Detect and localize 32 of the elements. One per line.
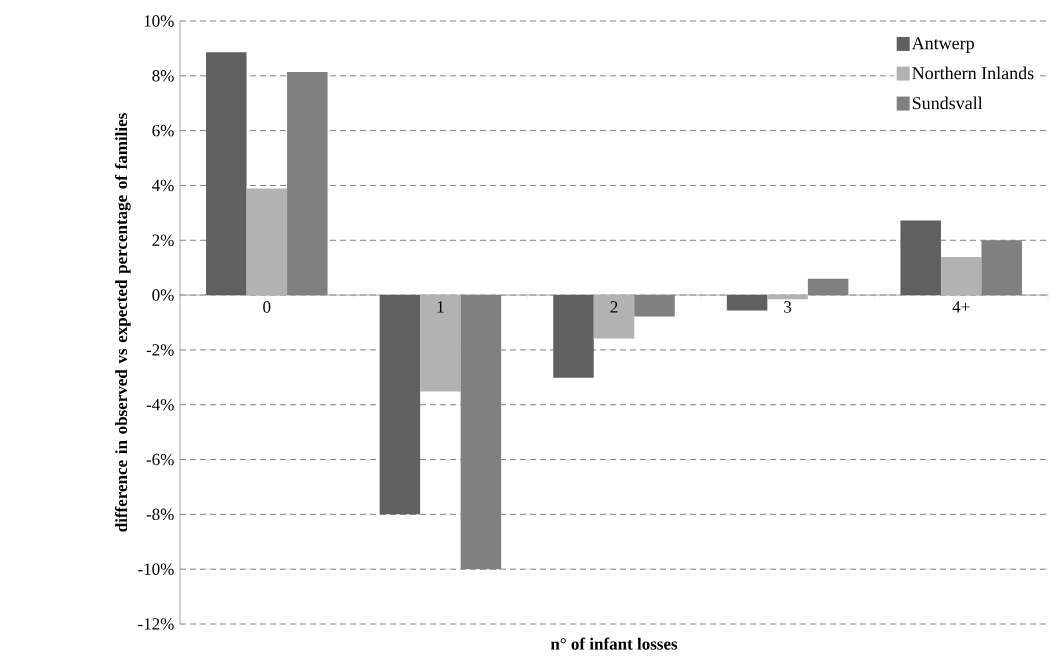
bar <box>460 295 502 570</box>
bar <box>807 278 849 296</box>
x-tick-label: 2 <box>610 301 618 313</box>
y-tick-label: 4% <box>152 179 174 192</box>
y-tick-label: -6% <box>146 453 174 466</box>
bar <box>553 295 594 378</box>
bar <box>726 295 768 311</box>
y-tick-label: 10% <box>144 15 174 27</box>
legend-label: Antwerp <box>911 37 974 53</box>
x-axis-title: n° of infant losses <box>550 637 678 650</box>
y-tick-label: 2% <box>152 234 174 247</box>
y-axis-title: difference in observed vs expected percentage of families <box>114 113 131 532</box>
bar <box>287 71 328 296</box>
y-tick-label: -4% <box>146 398 174 411</box>
legend-label: Sundsvall <box>912 96 983 110</box>
y-tick-label: 8% <box>152 70 174 82</box>
bar <box>634 295 675 317</box>
x-tick-label: 3 <box>784 301 792 313</box>
y-tick-label: -8% <box>146 508 174 521</box>
bar <box>206 52 247 296</box>
x-tick-label: 0 <box>263 301 271 313</box>
x-tick-label: 1 <box>437 301 444 313</box>
y-tick-label: -12% <box>138 618 174 630</box>
legend-label: Northern Inlands <box>912 66 1034 80</box>
bar <box>379 295 421 515</box>
x-tick-label: 4+ <box>952 301 970 313</box>
bar <box>981 240 1022 296</box>
y-tick-label: 6% <box>152 124 174 137</box>
y-tick-label: 0% <box>152 289 174 301</box>
y-tick-label: -10% <box>138 563 174 575</box>
bar <box>900 220 941 296</box>
y-tick-label: -2% <box>146 344 174 356</box>
